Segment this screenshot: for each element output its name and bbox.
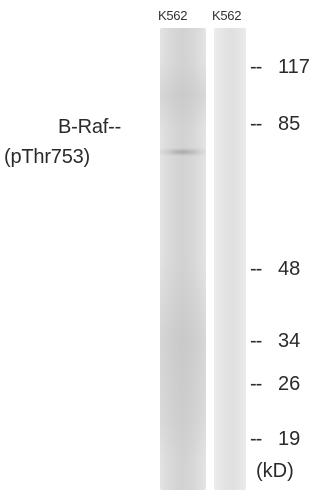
marker-dash: -- — [250, 373, 262, 395]
marker-26: -- 26 — [250, 373, 300, 396]
marker-dash: -- — [250, 113, 262, 135]
marker-dash: -- — [250, 330, 262, 352]
marker-value: 85 — [278, 113, 301, 135]
unit-label: (kD) — [256, 460, 294, 482]
lane-label-2: K562 — [212, 8, 242, 23]
marker-value: 19 — [278, 428, 301, 450]
lane-1-lower-smear — [160, 260, 206, 460]
braf-band — [160, 148, 206, 156]
marker-value: 117 — [278, 56, 310, 78]
lane-label-1: K562 — [158, 8, 188, 23]
marker-dash: -- — [250, 56, 262, 78]
marker-85: -- 85 — [250, 113, 300, 136]
marker-48: -- 48 — [250, 258, 300, 281]
marker-34: -- 34 — [250, 330, 300, 353]
marker-dash: -- — [250, 428, 262, 450]
lane-1-upper-smear — [160, 60, 206, 130]
marker-value: 48 — [278, 258, 301, 280]
marker-value: 26 — [278, 373, 301, 395]
marker-value: 34 — [278, 330, 301, 352]
marker-117: -- 117 — [250, 56, 310, 79]
blot-lane-2 — [214, 28, 246, 490]
marker-dash: -- — [250, 258, 262, 280]
phospho-site-label: (pThr753) — [4, 146, 91, 168]
marker-19: -- 19 — [250, 428, 300, 451]
protein-label: B-Raf-- — [58, 116, 122, 138]
blot-lane-1 — [160, 28, 206, 490]
